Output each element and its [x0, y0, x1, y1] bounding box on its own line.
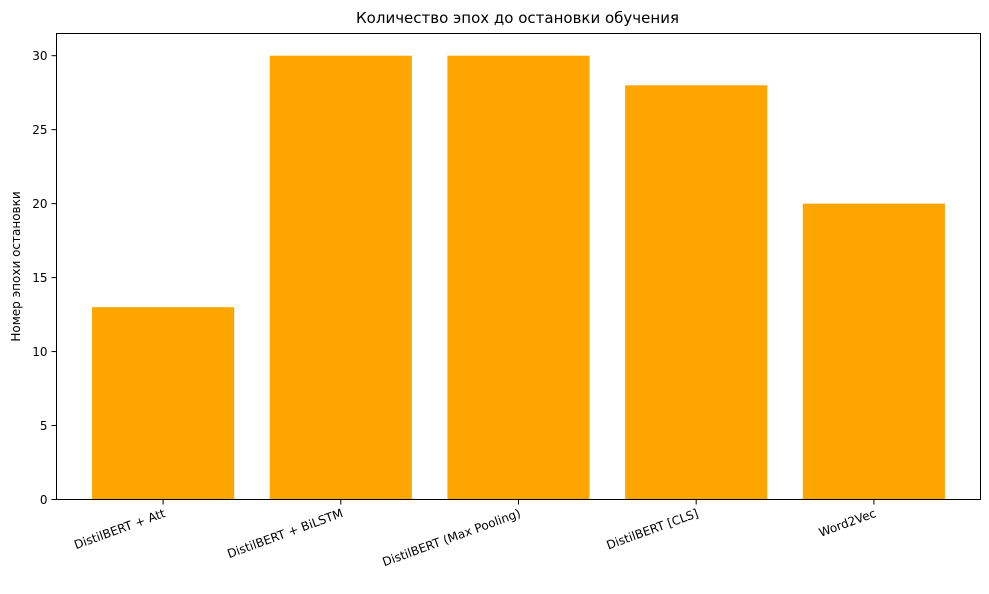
bar	[802, 203, 945, 500]
y-ticks-layer: 0 5 10 15 20 25 30	[32, 49, 57, 507]
bar	[269, 55, 412, 500]
plot-frame	[56, 33, 981, 500]
x-tick-label: DistilBERT [CLS]	[605, 506, 701, 552]
x-tick-label: DistilBERT + Att	[72, 506, 167, 552]
y-tick-label: 30	[32, 49, 47, 63]
chart-title: Количество эпох до остановки обучения	[356, 9, 679, 27]
x-tick-label: DistilBERT + BiLSTM	[225, 506, 344, 561]
x-ticks-layer: DistilBERT + Att DistilBERT + BiLSTM Disti…	[72, 499, 878, 569]
y-tick-label: 0	[40, 493, 48, 507]
bars-layer	[92, 55, 945, 500]
y-tick-label: 5	[40, 419, 48, 433]
y-tick-label: 15	[32, 271, 47, 285]
y-tick-label: 20	[32, 197, 47, 211]
x-tick-label: Word2Vec	[817, 506, 878, 540]
y-axis-label: Номер эпохи остановки	[9, 191, 23, 341]
y-tick-label: 25	[32, 123, 47, 137]
y-tick-label: 10	[32, 345, 47, 359]
bar	[92, 307, 235, 500]
bar	[447, 55, 590, 500]
bar	[625, 85, 768, 500]
x-tick-label: DistilBERT (Max Pooling)	[381, 506, 523, 569]
